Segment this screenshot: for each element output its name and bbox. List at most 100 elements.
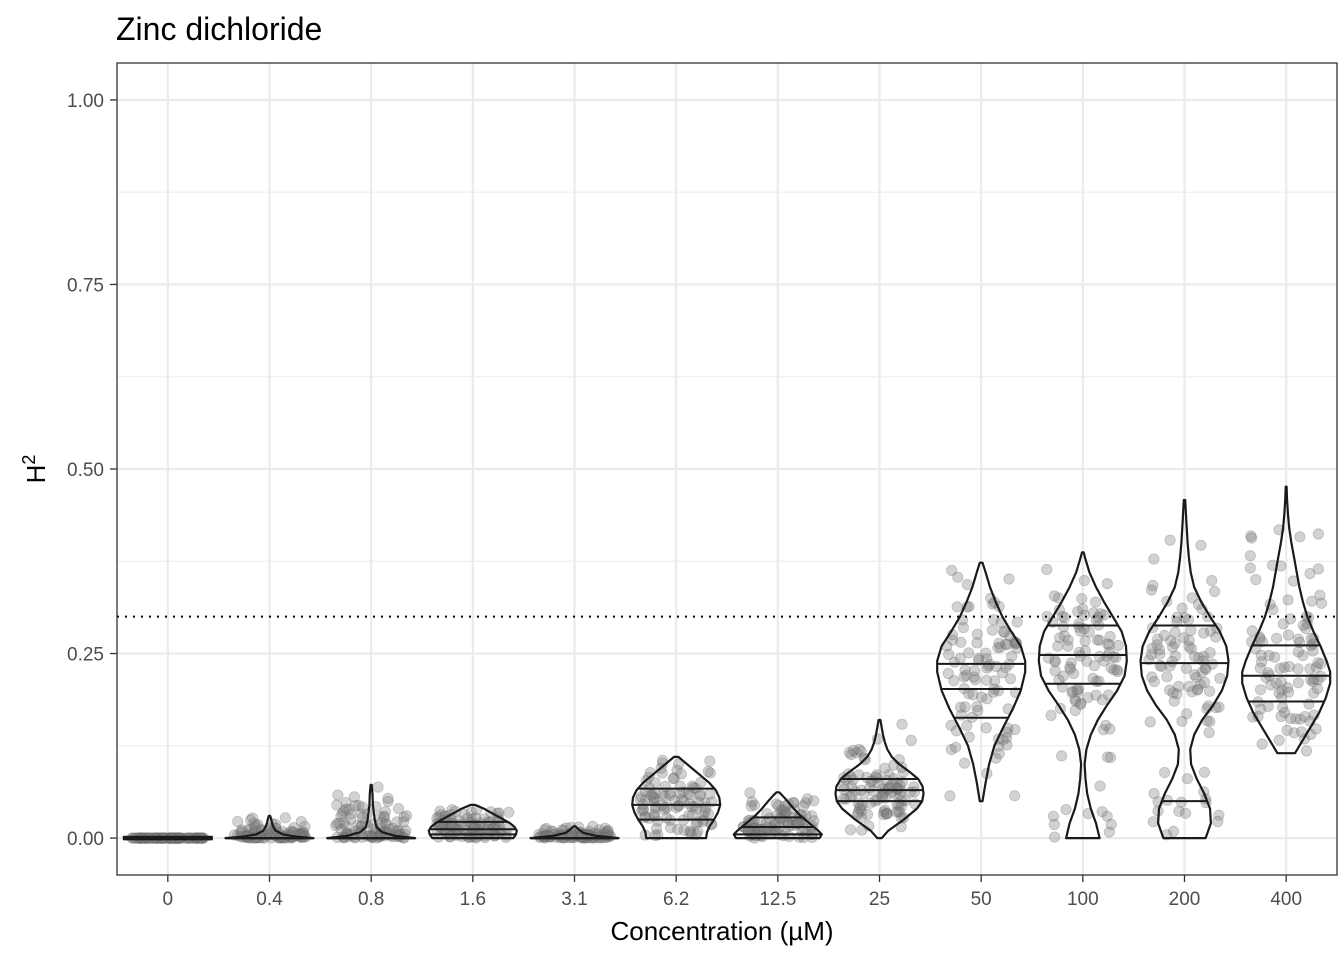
data-point (1088, 660, 1101, 672)
violin-3.1 (529, 825, 620, 840)
data-point (1204, 646, 1216, 659)
data-point (1176, 602, 1188, 614)
data-point (288, 822, 300, 834)
data-point (849, 785, 861, 797)
data-point (959, 664, 971, 676)
data-point (1070, 695, 1082, 707)
data-point (1279, 706, 1291, 719)
data-point (664, 789, 676, 801)
data-point (881, 808, 893, 820)
data-point (299, 820, 311, 833)
data-point (1180, 807, 1192, 819)
data-point (1001, 739, 1013, 751)
data-point (1078, 574, 1091, 587)
data-point (772, 799, 784, 812)
x-tick-label: 25 (869, 889, 890, 910)
data-point (1275, 710, 1287, 723)
data-point (1104, 723, 1116, 735)
data-point (1270, 677, 1282, 689)
data-point (843, 746, 856, 759)
data-point (345, 813, 357, 825)
data-point (861, 808, 874, 821)
data-point (1256, 738, 1268, 750)
data-point (1004, 673, 1017, 685)
data-point (1108, 664, 1120, 676)
data-point (1076, 593, 1088, 605)
data-point (1053, 674, 1065, 686)
data-point (1088, 607, 1100, 619)
data-point (1191, 684, 1204, 696)
data-point (352, 819, 364, 832)
data-point (232, 815, 244, 828)
data-point (1073, 618, 1085, 630)
minor-gridlines (117, 191, 1337, 747)
data-point (1186, 686, 1198, 698)
data-point (994, 641, 1007, 653)
data-point (1096, 806, 1108, 818)
data-point (1164, 684, 1176, 696)
data-point (1074, 698, 1087, 711)
y-tick-label: 0.25 (67, 645, 104, 666)
data-point (993, 637, 1005, 649)
violin-50 (936, 561, 1027, 803)
data-point (659, 780, 671, 793)
data-point (392, 802, 405, 815)
x-tick-label: 6.2 (663, 889, 689, 910)
data-point (1282, 629, 1295, 641)
data-point (1167, 641, 1179, 653)
data-point (368, 828, 380, 840)
data-point (876, 791, 888, 803)
data-point (890, 806, 902, 818)
data-point (975, 691, 988, 703)
data-point (944, 790, 956, 802)
data-point (1167, 825, 1180, 838)
data-point (1147, 579, 1159, 592)
data-point (651, 815, 664, 827)
data-point (1078, 609, 1090, 621)
data-point (353, 799, 365, 812)
data-point (1292, 646, 1305, 658)
data-point (961, 719, 973, 732)
data-point (1062, 634, 1074, 646)
data-point (1103, 826, 1115, 838)
data-point (847, 744, 860, 757)
data-point (236, 824, 248, 836)
data-point (1282, 594, 1294, 606)
data-point (704, 755, 716, 767)
data-point (338, 805, 350, 817)
data-point (999, 638, 1012, 650)
data-point (1297, 619, 1309, 632)
data-point (1171, 688, 1183, 700)
data-point (1244, 550, 1256, 562)
data-point (1152, 633, 1164, 645)
data-point (1048, 590, 1061, 602)
data-point (331, 817, 343, 830)
data-point (380, 818, 392, 830)
data-point (1072, 686, 1084, 698)
data-point (335, 810, 347, 822)
data-point (1204, 715, 1216, 728)
data-point (245, 814, 257, 826)
data-point (1198, 650, 1210, 663)
data-point (1144, 716, 1156, 728)
data-point (1182, 614, 1195, 626)
data-point (676, 794, 688, 806)
data-point (893, 799, 905, 811)
data-point (1183, 640, 1195, 653)
data-point (993, 748, 1005, 760)
data-point (1008, 790, 1021, 802)
data-point (451, 825, 463, 837)
violin-6.2 (631, 755, 722, 840)
data-point (1094, 608, 1107, 620)
data-point (295, 815, 307, 828)
data-point (1294, 713, 1306, 725)
data-point (1000, 662, 1012, 674)
data-point (674, 780, 686, 792)
data-point (279, 812, 291, 824)
data-point (946, 564, 958, 577)
data-point (988, 614, 1000, 626)
data-point (379, 806, 391, 818)
data-point (880, 774, 893, 787)
data-point (348, 791, 360, 803)
data-point (1052, 640, 1064, 652)
